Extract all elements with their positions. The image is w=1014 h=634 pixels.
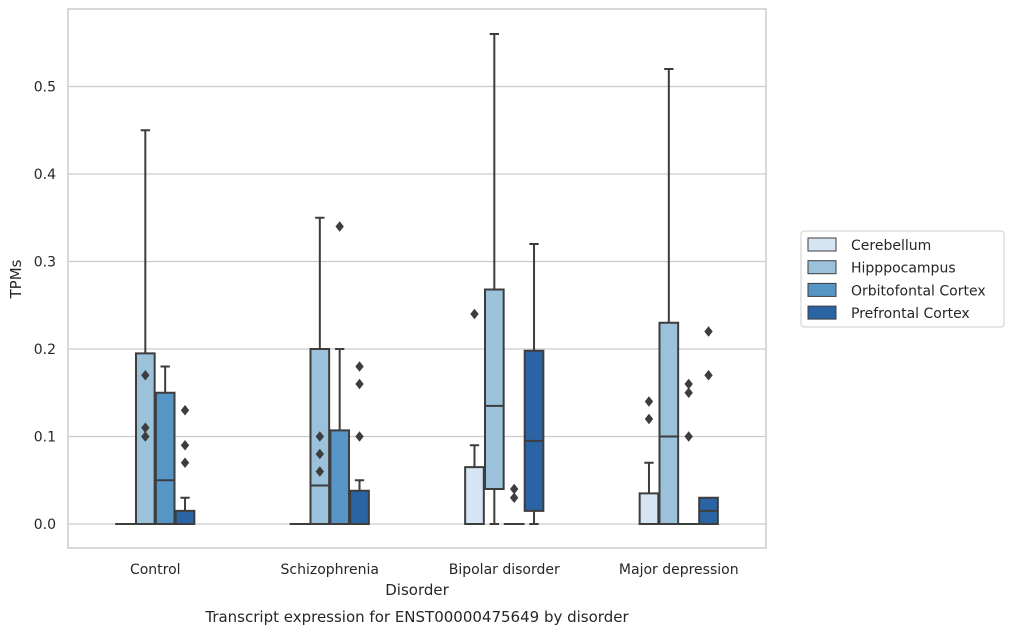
box-prefrontal-cortex [698,326,719,525]
box-body [464,466,485,525]
outlier-point [355,431,364,442]
box-body [154,391,176,525]
outlier-point [141,431,150,442]
box-hipppocampus [134,129,156,525]
box-orbitofontal-cortex [503,483,525,526]
legend-swatch [807,237,837,252]
y-tick-label: 0.3 [34,255,56,271]
outlier-point [141,422,150,433]
box-orbitofontal-cortex [154,365,176,525]
y-tick-label: 0.4 [34,167,56,183]
box-body [349,489,370,525]
y-tick-label: 0.0 [34,517,56,533]
outlier-point [644,413,654,425]
x-axis-label: Disorder [385,581,449,599]
box-orbitofontal-cortex [329,221,351,525]
outlier-point [180,440,190,451]
legend-swatch [807,260,837,275]
plot-area [115,33,719,526]
y-tick-label: 0.5 [34,80,56,96]
outlier-point [335,221,344,232]
outlier-point [509,483,519,495]
box-orbitofontal-cortex [678,378,700,526]
x-tick-label: Schizophrenia [281,562,379,578]
y-tick-label: 0.2 [34,342,56,358]
outlier-point [315,431,325,442]
box-body [483,288,505,490]
outlier-point [704,326,713,337]
legend-label: Prefrontal Cortex [851,306,970,322]
box-cerebellum [638,396,660,525]
legend-label: Orbitofontal Cortex [851,283,986,299]
box-prefrontal-cortex [523,243,545,525]
outlier-point [509,492,519,503]
outlier-point [644,396,654,407]
legend-swatch [807,305,837,320]
legend-swatch [807,282,837,297]
plot-frame [67,8,767,549]
legend: Cerebellum Hipppocampus Orbitofontal Corte… [800,230,1005,328]
outlier-point [355,361,364,372]
box-body [638,492,660,525]
box-prefrontal-cortex [349,361,370,525]
box-body [174,509,196,525]
x-tick-label: Control [130,562,181,578]
outlier-point [684,387,693,398]
y-tick-label: 0.1 [34,430,56,446]
axis-tick-labels: 0.0 0.1 0.2 0.3 0.4 0.5 Control Schizophrenia Bi… [34,80,739,579]
chart-caption: Transcript expression for ENST0000047564… [204,608,629,626]
outlier-point [315,466,325,477]
outlier-point [355,378,364,390]
box-hipppocampus [483,33,505,525]
box-prefrontal-cortex [174,405,196,525]
box-hipppocampus [309,216,331,525]
box-body [329,429,351,525]
y-axis-label: TPMs [7,259,25,299]
outlier-point [704,370,713,381]
outlier-point [141,370,150,381]
outlier-point [684,431,693,442]
box-body [523,349,545,512]
box-body [658,321,680,525]
x-tick-label: Bipolar disorder [449,562,560,578]
outlier-point [684,378,693,390]
outlier-point [180,457,190,468]
legend-label: Hipppocampus [851,261,956,277]
legend-frame [800,230,1005,328]
box-cerebellum [464,308,485,525]
legend-label: Cerebellum [851,238,931,254]
outlier-point [315,448,325,460]
outlier-point [470,308,479,320]
x-tick-label: Major depression [619,562,739,578]
outlier-point [180,405,190,416]
box-hipppocampus [658,68,680,525]
